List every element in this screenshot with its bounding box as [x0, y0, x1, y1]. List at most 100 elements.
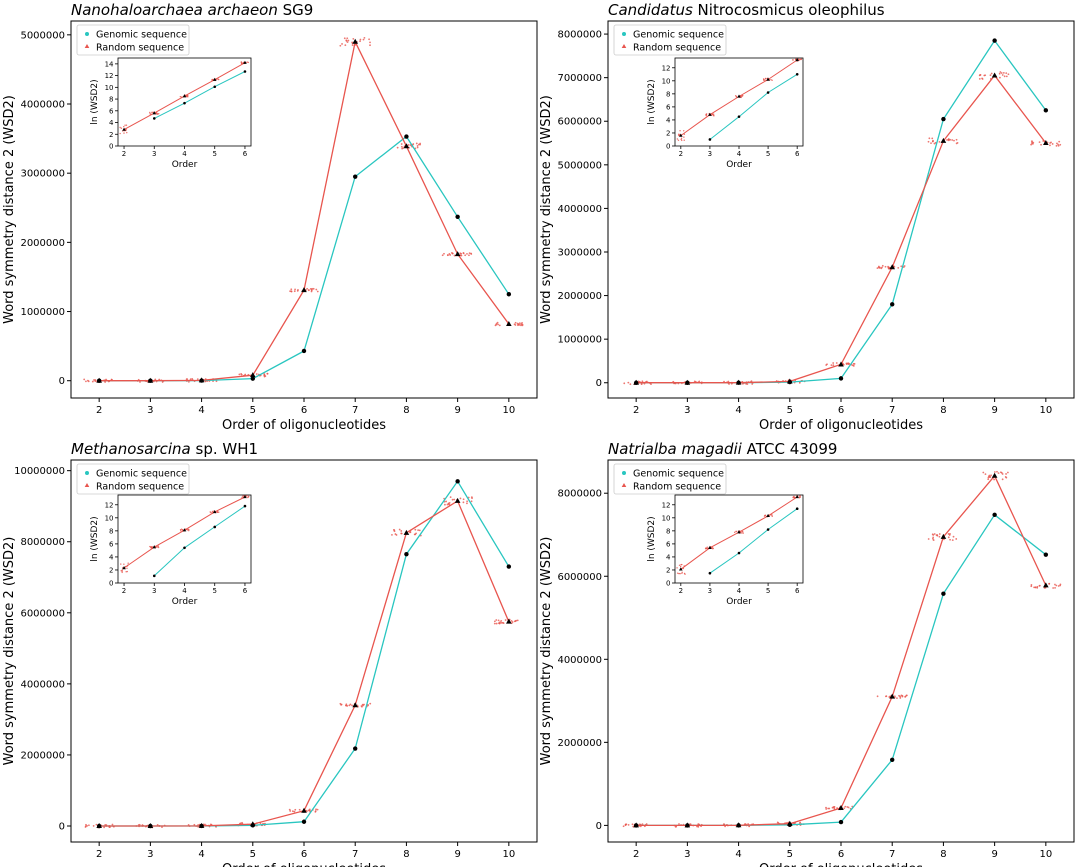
- inset-y-tick-label: 8: [109, 527, 113, 535]
- random-sample-point: [982, 471, 985, 474]
- inset-y-tick-label: 6: [109, 540, 114, 548]
- x-tick-label: 5: [787, 405, 793, 416]
- x-tick-label: 10: [502, 849, 515, 860]
- random-sample-point: [290, 288, 293, 291]
- y-tick-label: 0: [59, 376, 65, 387]
- inset-x-tick-label: 2: [679, 150, 683, 158]
- inset-y-tick-label: 6: [666, 540, 671, 548]
- legend-random-label: Random sequence: [96, 43, 184, 54]
- random-sample-point: [1005, 75, 1008, 78]
- random-sample-point: [94, 380, 97, 383]
- random-sample-point: [289, 810, 292, 812]
- chart-title-part: ATCC 43099: [742, 440, 838, 458]
- inset-random-sample-point: [735, 94, 737, 97]
- random-sample-point: [936, 534, 939, 537]
- inset-random-sample-point: [247, 496, 249, 499]
- random-sample-point: [832, 364, 835, 367]
- inset-x-tick-label: 6: [795, 150, 800, 158]
- inset-y-tick-label: 0: [109, 580, 113, 588]
- random-sample-point: [84, 825, 87, 828]
- random-sample-point: [91, 380, 94, 383]
- legend-genomic-label: Genomic sequence: [633, 469, 724, 480]
- inset-x-tick-label: 5: [766, 150, 770, 158]
- inset-random-sample-point: [125, 571, 127, 573]
- random-sample-point: [927, 140, 930, 143]
- random-sample-point: [943, 538, 945, 541]
- random-sample-point: [413, 533, 416, 536]
- y-tick-label: 6000000: [20, 608, 65, 619]
- inset-random-sample-point: [179, 529, 182, 531]
- random-sample-point: [468, 252, 471, 255]
- random-sample-point: [1005, 476, 1008, 479]
- random-sample-point: [979, 74, 982, 76]
- inset-x-tick-label: 3: [152, 150, 156, 158]
- random-sample-point: [993, 478, 996, 481]
- legend-frame: [76, 463, 190, 495]
- inset-y-tick-label: 8: [109, 96, 113, 104]
- random-sample-point: [990, 72, 993, 75]
- random-sample-point: [852, 365, 855, 367]
- inset-random-sample-point: [764, 78, 767, 80]
- inset-y-tick-label: 10: [105, 84, 114, 92]
- random-point: [147, 823, 154, 829]
- random-sample-point: [441, 254, 444, 257]
- random-sample-point: [310, 290, 313, 293]
- inset-random-sample-point: [678, 564, 681, 566]
- inset-random-sample-point: [180, 528, 183, 530]
- inset-random-sample-point: [680, 137, 683, 139]
- random-sample-point: [499, 621, 501, 624]
- x-tick-label: 6: [838, 849, 844, 860]
- random-sample-point: [1002, 71, 1005, 74]
- random-sample-point: [495, 619, 498, 621]
- random-sample-point: [1058, 140, 1061, 143]
- random-sample-point: [624, 824, 627, 827]
- random-sample-point: [938, 533, 941, 535]
- random-point: [198, 377, 205, 383]
- random-sample-point: [359, 38, 362, 41]
- inset-y-tick-label: 14: [105, 60, 114, 68]
- random-sample-point: [1057, 143, 1060, 146]
- random-sample-point: [341, 43, 343, 45]
- genomic-point: [301, 348, 307, 354]
- random-sample-point: [999, 76, 1001, 79]
- random-point: [684, 379, 691, 385]
- inset-random-sample-point: [157, 546, 160, 549]
- legend-random-marker: [84, 483, 90, 487]
- random-sample-point: [1003, 75, 1006, 78]
- random-sample-point: [497, 619, 500, 622]
- random-sample-point: [161, 826, 163, 829]
- inset-x-tick-label: 4: [182, 150, 187, 158]
- inset-random-sample-point: [179, 95, 182, 98]
- random-sample-point: [466, 252, 468, 255]
- random-sample-point: [853, 363, 856, 365]
- random-sample-point: [111, 823, 114, 826]
- random-sample-point: [451, 498, 454, 501]
- inset-random-sample-point: [679, 565, 682, 568]
- inset-y-tick-label: 0: [666, 143, 670, 151]
- legend-genomic-marker: [85, 32, 89, 36]
- random-sample-point: [1059, 584, 1062, 587]
- random-point: [301, 287, 307, 293]
- random-sample-point: [296, 289, 299, 292]
- random-point: [838, 361, 844, 367]
- random-point: [249, 821, 256, 827]
- random-sample-point: [346, 705, 349, 707]
- inset-genomic-line: [153, 505, 246, 577]
- inset-random-sample-point: [120, 563, 122, 565]
- x-tick-label: 8: [403, 405, 409, 416]
- x-tick-label: 10: [502, 405, 515, 416]
- random-sample-point: [193, 823, 196, 826]
- inset-random-sample-point: [151, 546, 153, 548]
- inset-random-sample-point: [683, 133, 686, 135]
- legend-random-marker: [621, 44, 627, 48]
- random-sample-point: [255, 373, 258, 375]
- random-sample-point: [363, 36, 366, 39]
- inset-random-sample-point: [240, 61, 243, 63]
- random-sample-point: [418, 529, 421, 532]
- random-point: [735, 379, 742, 385]
- inset-random-sample-point: [216, 511, 219, 513]
- random-sample-point: [933, 142, 936, 145]
- inset-y-tick-label: 2: [109, 131, 113, 139]
- legend-random-marker: [84, 44, 90, 48]
- random-sample-point: [520, 324, 522, 327]
